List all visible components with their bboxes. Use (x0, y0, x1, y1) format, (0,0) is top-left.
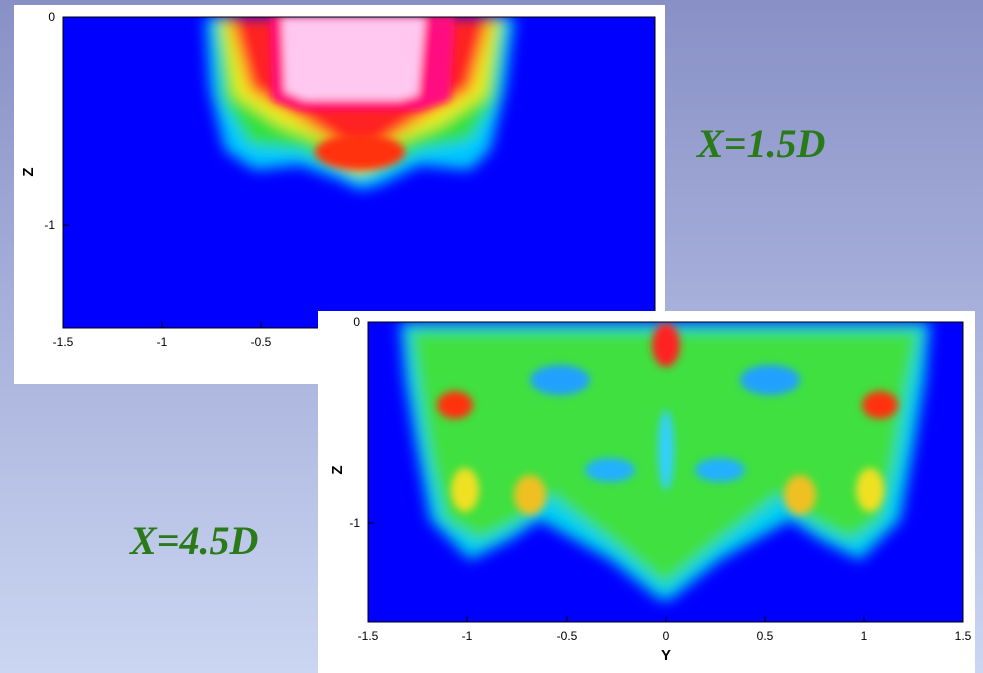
y-tick-label: -1.5 (358, 629, 379, 643)
axis-label: Z (20, 167, 37, 176)
contour-field (63, 17, 655, 328)
y-tick-label: -1 (157, 335, 168, 349)
axis-label: Y (661, 647, 671, 664)
y-tick-label: -1.5 (53, 335, 74, 349)
axis-label: Z (329, 465, 346, 474)
y-tick-label: 1.5 (955, 629, 972, 643)
y-tick-label: -1 (462, 629, 473, 643)
z-tick-label: -1 (44, 218, 55, 232)
z-tick-label: -1 (349, 516, 360, 530)
y-tick-label: 0 (663, 629, 670, 643)
y-tick-label: 0.5 (757, 629, 774, 643)
annotation: X=1.5D (695, 121, 825, 166)
annotation: X=4.5D (128, 518, 258, 563)
y-tick-label: 1 (861, 629, 868, 643)
contour-field (368, 322, 963, 622)
slide: -1.5 -1 -0.5 0 -1 Z (0, 0, 983, 673)
z-tick-label: 0 (48, 10, 55, 24)
y-tick-label: -0.5 (251, 335, 272, 349)
z-tick-label: 0 (353, 315, 360, 329)
y-tick-label: -0.5 (557, 629, 578, 643)
plot-2: -1.5 -1 -0.5 0 0.5 1 1.5 0 -1 Z Y (318, 311, 975, 673)
